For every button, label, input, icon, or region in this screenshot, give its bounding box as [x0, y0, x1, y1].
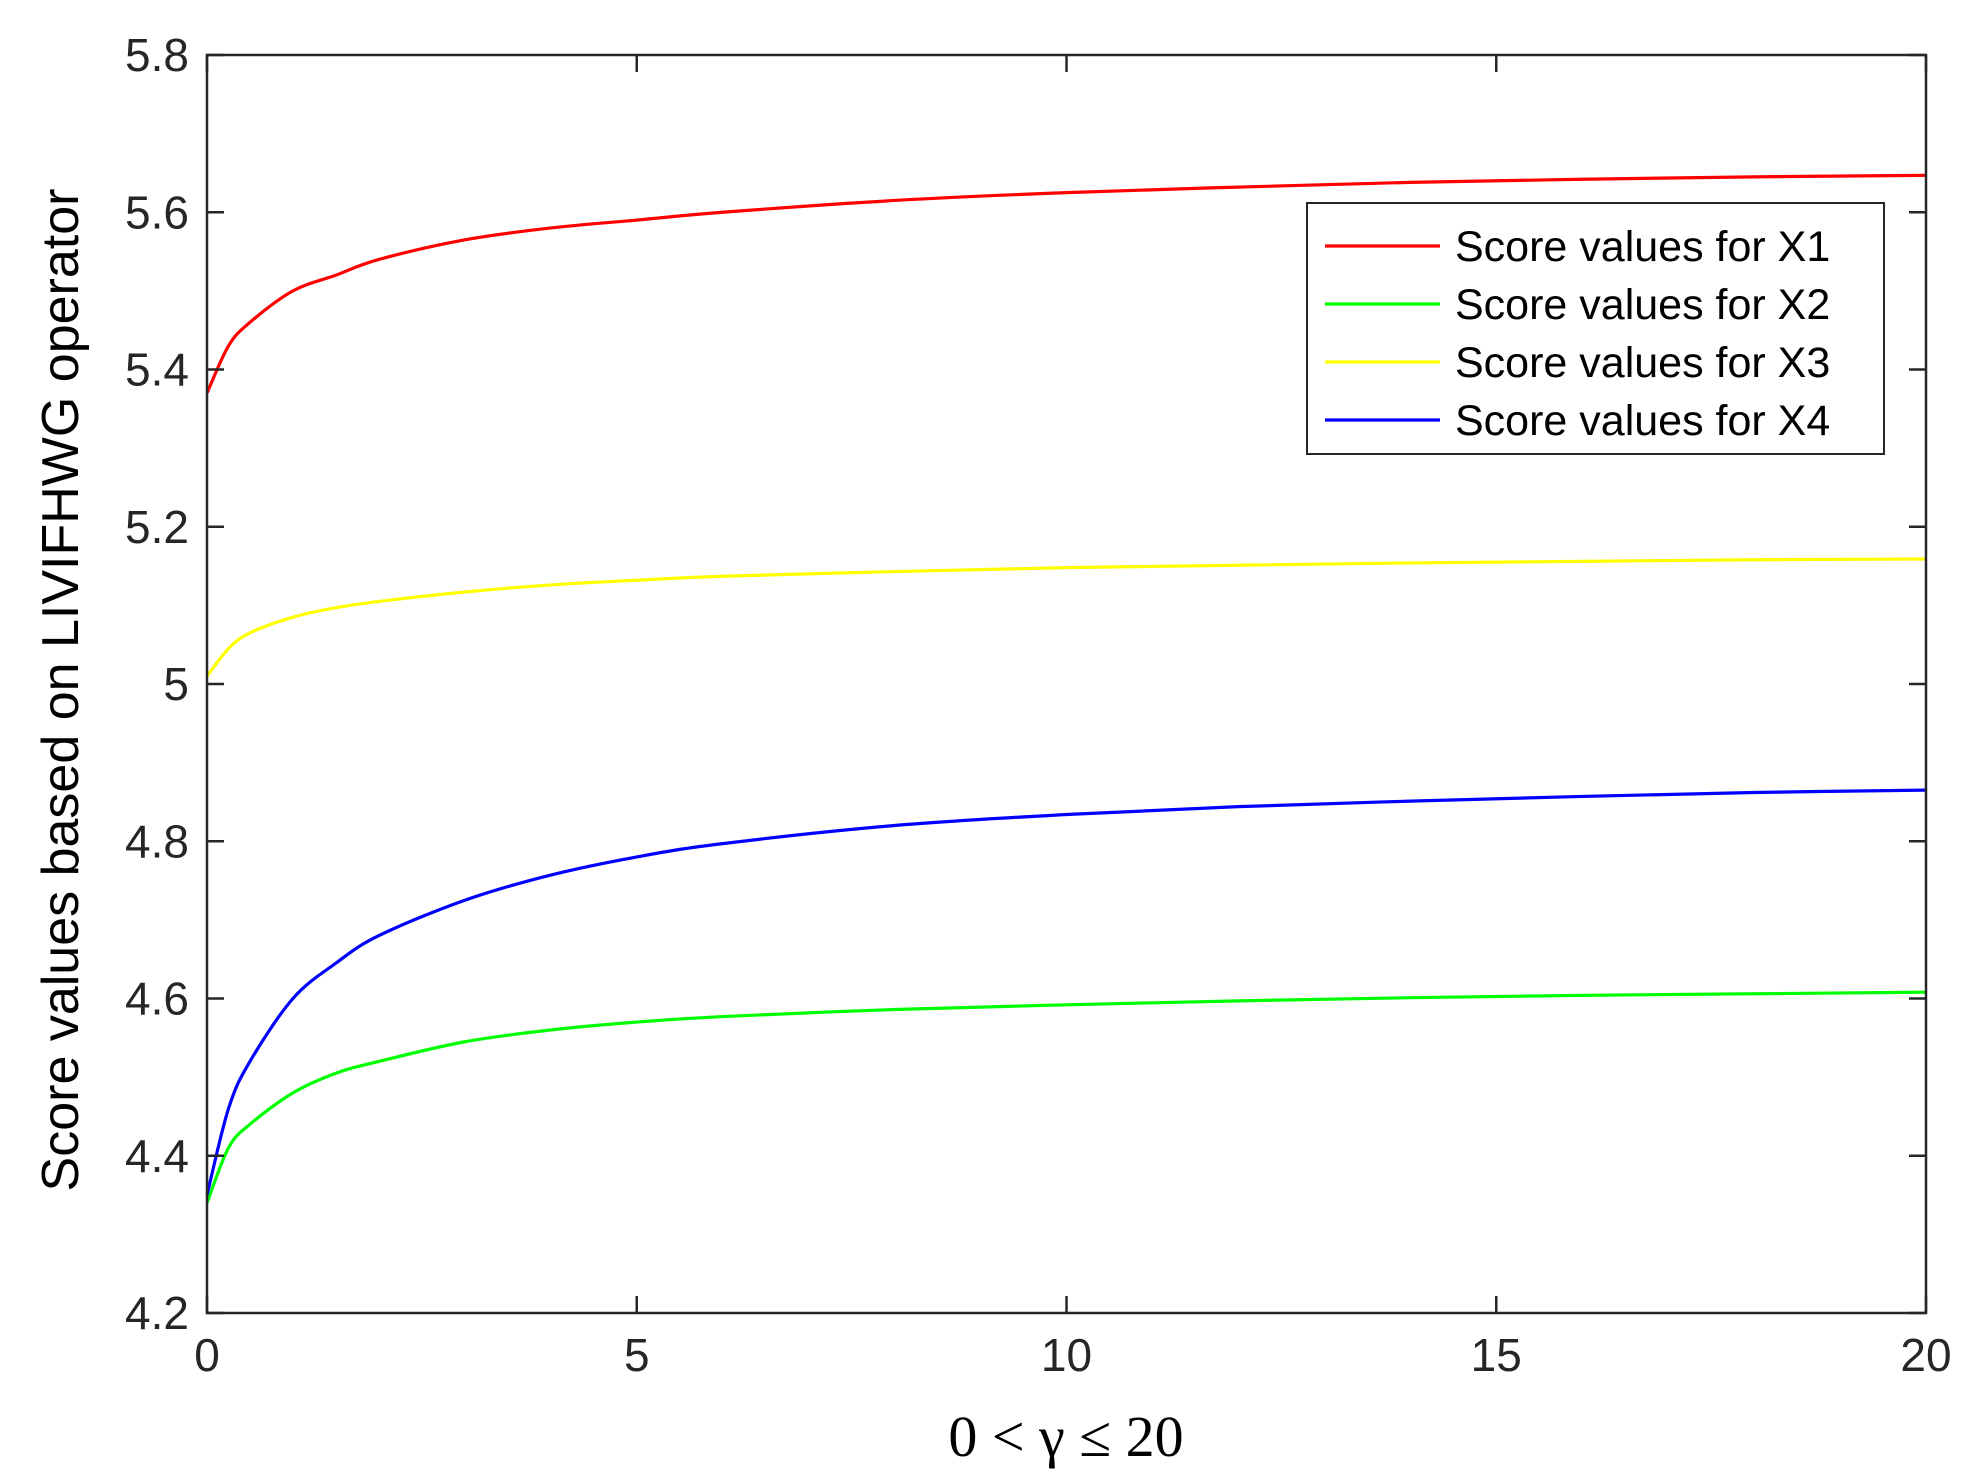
legend-label-4: Score values for X4 — [1455, 397, 1830, 445]
x-tick-label: 5 — [624, 1329, 650, 1381]
series-line-1 — [205, 173, 1927, 394]
tick-layer: 0 5 10 15 20 4.2 4.4 4.6 4.8 5 5.2 5.4 5.6 5.8 — [125, 29, 1952, 1381]
series-line-4 — [205, 788, 1927, 1196]
x-tick-label: 0 — [194, 1329, 220, 1381]
legend-items: Score values for X1 Score values for X2 Sc… — [1325, 223, 1830, 445]
legend-label-3: Score values for X3 — [1455, 339, 1830, 387]
y-tick-label: 5.8 — [125, 29, 189, 81]
x-tick-label: 15 — [1471, 1329, 1522, 1381]
series-line-2 — [205, 990, 1927, 1204]
y-tick-label: 5.4 — [125, 344, 189, 396]
y-tick-label: 4.8 — [125, 815, 189, 867]
y-tick-label: 5.2 — [125, 501, 189, 553]
y-tick-label: 4.6 — [125, 973, 189, 1025]
y-tick-label: 4.2 — [125, 1287, 189, 1339]
x-tick-label: 10 — [1041, 1329, 1092, 1381]
y-tick-label: 4.4 — [125, 1130, 189, 1182]
legend-label-1: Score values for X1 — [1455, 223, 1830, 271]
y-axis-label: Score values based on LIVIFHWG operator — [32, 189, 90, 1192]
series-line-3 — [205, 557, 1927, 678]
series-layer — [205, 173, 1927, 1204]
x-tick-label: 20 — [1900, 1329, 1951, 1381]
y-tick-label: 5 — [163, 658, 189, 710]
x-axis-label: 0 < γ ≤ 20 — [948, 1404, 1183, 1469]
y-tick-label: 5.6 — [125, 186, 189, 238]
legend: Score values for X1 Score values for X2 Sc… — [1306, 202, 1885, 455]
legend-label-2: Score values for X2 — [1455, 281, 1830, 329]
